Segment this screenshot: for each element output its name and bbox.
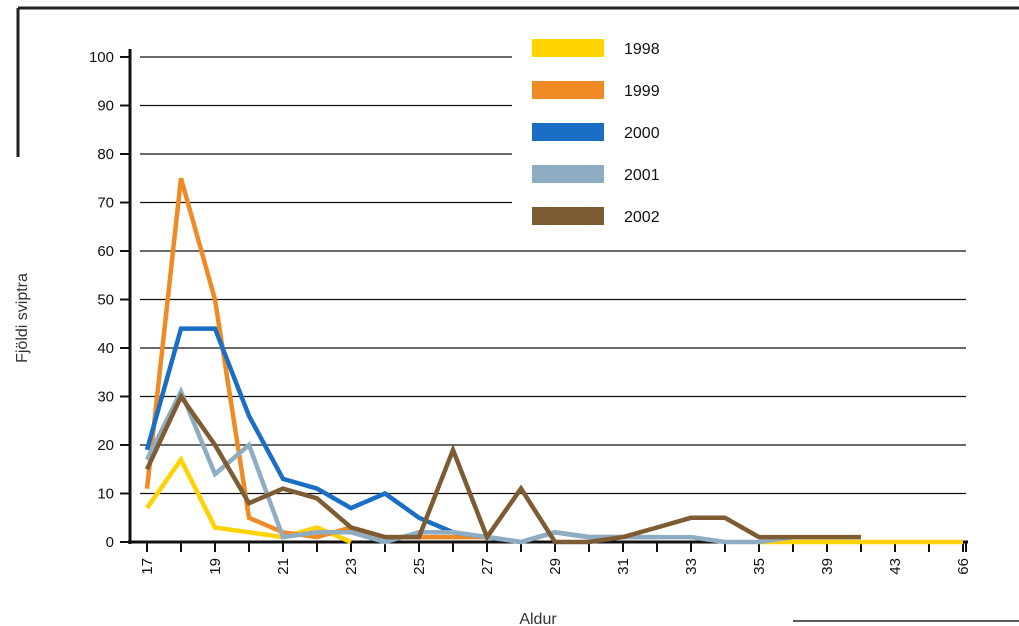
legend-label-1998: 1998	[624, 41, 660, 58]
gridlines	[140, 56, 966, 495]
legend-swatch-2000	[532, 123, 604, 141]
x-axis-ticks: 17 19 21 23 25 27 29 31 33 35 39 43 66	[139, 542, 972, 575]
y-axis-title: Fjöldi sviptra	[14, 273, 31, 363]
series-lines	[144, 177, 963, 545]
legend-label-1999: 1999	[624, 83, 660, 100]
y-tick-label: 70	[97, 195, 114, 212]
x-tick-label: 31	[615, 558, 632, 575]
x-tick-label: 17	[139, 558, 156, 575]
legend: 1998 1999 2000 2001 2002	[532, 39, 660, 226]
x-tick-label: 66	[955, 558, 972, 575]
x-tick-label: 43	[887, 558, 904, 575]
y-tick-label: 40	[97, 340, 114, 357]
legend-swatch-1999	[532, 81, 604, 99]
x-tick-label: 21	[275, 558, 292, 575]
legend-label-2000: 2000	[624, 125, 660, 142]
legend-swatch-2002	[532, 207, 604, 225]
x-tick-label: 29	[547, 558, 564, 575]
x-tick-label: 25	[411, 558, 428, 575]
series-line-1998	[145, 455, 963, 545]
y-tick-label: 20	[97, 437, 114, 454]
x-tick-label: 39	[819, 558, 836, 575]
series-line-2000	[144, 326, 623, 545]
x-tick-label: 27	[479, 558, 496, 575]
series-line-2002	[144, 392, 861, 545]
x-tick-label: 33	[683, 558, 700, 575]
legend-label-2001: 2001	[624, 167, 660, 184]
legend-label-2002: 2002	[624, 209, 660, 226]
y-axis-ticks: 0 10 20 30 40 50 60 70 80 90 100	[89, 49, 130, 551]
x-axis-title: Aldur	[519, 611, 557, 626]
legend-swatch-2001	[532, 165, 604, 183]
y-tick-label: 50	[97, 292, 114, 309]
x-tick-label: 19	[207, 558, 224, 575]
x-tick-label: 35	[751, 558, 768, 575]
y-tick-label: 10	[97, 486, 114, 503]
series-line-1999	[144, 177, 657, 545]
y-tick-label: 0	[106, 534, 114, 551]
y-tick-label: 100	[89, 49, 114, 66]
y-tick-label: 60	[97, 243, 114, 260]
series-line-2001	[144, 386, 794, 545]
y-tick-label: 90	[97, 98, 114, 115]
legend-swatch-1998	[532, 39, 604, 57]
y-tick-label: 30	[97, 389, 114, 406]
y-tick-label: 80	[97, 146, 114, 163]
x-tick-label: 23	[343, 558, 360, 575]
